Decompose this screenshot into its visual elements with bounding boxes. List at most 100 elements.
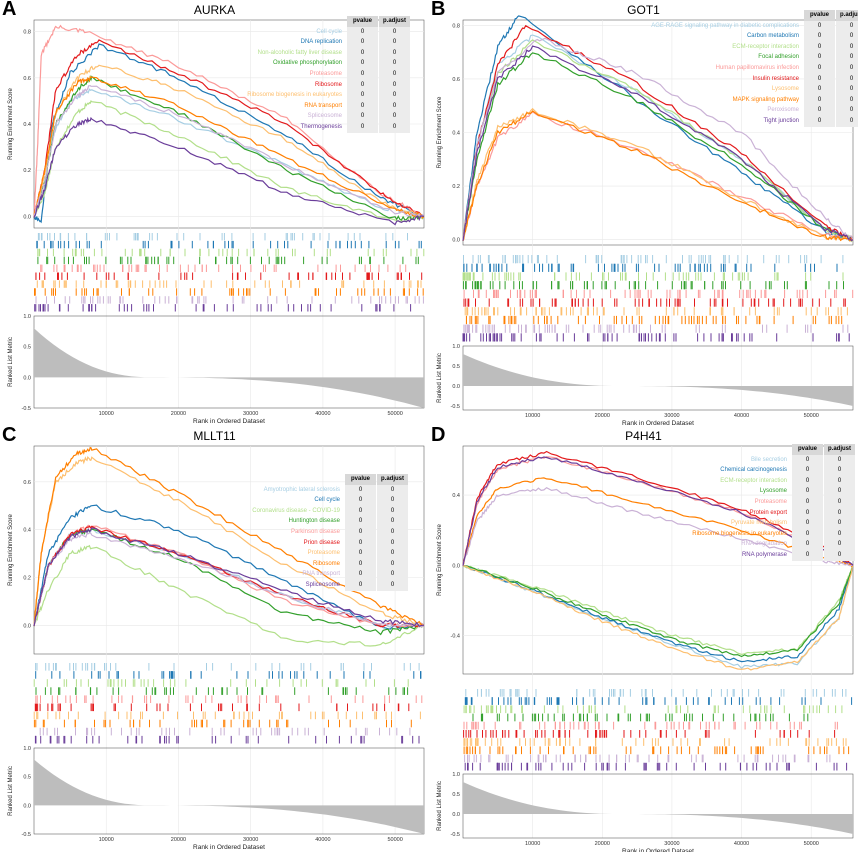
legend-header-cell: p.adjust [377, 474, 408, 485]
hit-row [464, 754, 831, 763]
es-curve-mapk-signaling-pathway [462, 110, 854, 242]
legend-row: Huntington disease 0 0 [240, 516, 408, 527]
legend-row: Insulin resistance 0 0 [639, 73, 858, 85]
metric-tick-label: 0.5 [452, 364, 460, 370]
metric-axis-label: Ranked List Metric [8, 337, 14, 387]
y-tick-label: 0.6 [452, 77, 460, 83]
legend-gene-set-name: Ribosome biogenesis in eukaryotes [247, 92, 342, 99]
hit-row [35, 272, 423, 280]
legend-row: Tight junction 0 0 [639, 115, 858, 127]
legend-value-cell: 0 [379, 58, 410, 69]
legend-row: RNA polymerase 0 0 [629, 549, 855, 561]
x-tick-label: 20000 [595, 841, 610, 847]
metric-plot-area [33, 747, 425, 835]
hit-row [35, 663, 420, 671]
y-tick-label: 0.2 [452, 184, 460, 190]
metric-tick-label: -0.5 [451, 404, 460, 410]
legend-value-cell: 0 [836, 62, 858, 74]
legend-gene-set-name: Thermogenesis [300, 123, 342, 130]
legend-value-cell: 0 [804, 20, 835, 32]
x-tick-label: 40000 [734, 841, 749, 847]
hit-row [37, 233, 408, 241]
x-tick-label: 20000 [171, 411, 186, 417]
metric-tick-label: -0.5 [22, 832, 31, 838]
hit-row [35, 671, 422, 679]
legend-row: DNA replication 0 0 [150, 37, 410, 48]
legend-header-cell: p.adjust [379, 16, 410, 27]
legend-value-cell: 0 [836, 52, 858, 63]
es-plot-area [462, 445, 854, 675]
hit-row [35, 695, 423, 703]
legend-value-cell: 0 [377, 569, 408, 580]
legend-value-cell: 0 [377, 516, 408, 527]
x-axis-label: Rank in Ordered Dataset [622, 848, 694, 852]
legend-value-cell: 0 [345, 505, 376, 517]
legend-header-cell: pvalue [792, 444, 823, 455]
metric-axis-label: Ranked List Metric [437, 353, 443, 403]
hit-row [39, 727, 411, 736]
x-tick-label: 30000 [664, 841, 679, 847]
legend-table: pvalue p.adjust Bile secretion 0 0 Chemical c… [629, 444, 855, 561]
legend-value-cell: 0 [347, 26, 378, 38]
legend-value-cell: 0 [345, 569, 376, 580]
panel-title: AURKA [193, 3, 236, 17]
legend-value-cell: 0 [804, 73, 835, 85]
panel-letter: C [2, 424, 17, 446]
legend-row: Lysosome 0 0 [639, 84, 858, 95]
hit-row [463, 746, 850, 755]
legend-row: Amyotrophic lateral sclerosis 0 0 [240, 484, 408, 496]
metric-tick-label: 1.0 [23, 314, 31, 320]
legend-value-cell: 0 [836, 115, 858, 127]
ranked-metric-area [463, 782, 853, 834]
y-tick-label: 0.4 [452, 131, 460, 137]
es-curve-peroxisome [462, 37, 854, 241]
y-tick-label: 0.0 [452, 238, 460, 244]
legend-value-cell: 0 [345, 516, 376, 527]
panel-a: 0.0 0.2 0.4 0.6 0.8 1.0 0.5 0.0 -0.5 10000 20000 30… [0, 0, 429, 426]
legend-gene-set-name: Human papillomavirus infection [715, 64, 799, 71]
legend-row: Ribosome biogenesis in eukaryotes 0 0 [629, 528, 855, 540]
legend-gene-set-name: Cell cycle [314, 497, 340, 504]
hit-row [463, 289, 854, 298]
y-tick-label: 0.0 [23, 214, 31, 220]
panel-letter: B [431, 0, 446, 20]
legend-value-cell: 0 [836, 105, 858, 116]
legend-value-cell: 0 [824, 518, 855, 529]
legend-gene-set-name: Parkinson disease [290, 528, 340, 535]
legend-row: Non-alcoholic fatty liver disease 0 0 [150, 47, 410, 59]
legend-value-cell: 0 [792, 507, 823, 519]
legend-value-cell: 0 [824, 465, 855, 476]
legend-value-cell: 0 [347, 90, 378, 101]
metric-tick-label: 0.5 [452, 792, 460, 798]
legend-row: Peroxisome 0 0 [639, 105, 858, 116]
legend-gene-set-name: Lysosome [771, 86, 799, 93]
legend-table: pvalue p.adjust Cell cycle 0 0 DNA replicatio… [150, 16, 410, 133]
legend-gene-set-name: ECM-receptor interaction [720, 477, 787, 484]
legend-value-cell: 0 [347, 37, 378, 48]
y-tick-label: 0.8 [23, 30, 31, 36]
legend-value-cell: 0 [347, 68, 378, 80]
y-axis-label: Running Enrichment Score [437, 96, 443, 168]
legend-value-cell: 0 [792, 475, 823, 487]
x-tick-label: 30000 [243, 411, 258, 417]
legend-row: Ribosome 0 0 [240, 558, 408, 570]
legend-value-cell: 0 [377, 495, 408, 506]
x-tick-label: 50000 [387, 411, 402, 417]
legend-value-cell: 0 [379, 90, 410, 101]
legend-gene-set-name: Lysosome [759, 488, 787, 495]
legend-value-cell: 0 [347, 58, 378, 69]
legend-value-cell: 0 [824, 475, 855, 487]
legend-gene-set-name: Coronavirus disease - COVID-19 [252, 507, 340, 514]
legend-value-cell: 0 [379, 100, 410, 112]
hit-row [472, 713, 809, 722]
y-tick-label: 0.0 [452, 563, 460, 569]
hit-row [37, 248, 425, 257]
metric-axis-label: Ranked List Metric [437, 781, 443, 831]
hit-row [463, 721, 838, 730]
legend-header-spacer [240, 474, 344, 485]
hit-row [463, 324, 849, 333]
x-tick-label: 10000 [99, 411, 114, 417]
legend-row: Proteasome 0 0 [629, 496, 855, 508]
panel-letter: A [2, 0, 17, 20]
